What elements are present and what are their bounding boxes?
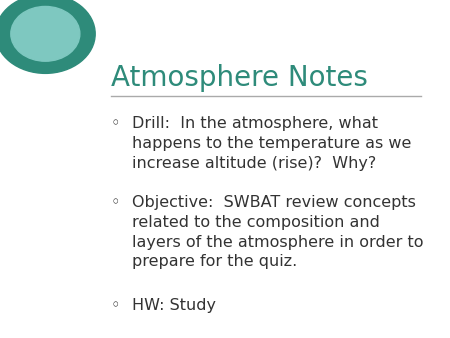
Circle shape bbox=[0, 0, 95, 73]
Text: HW: Study: HW: Study bbox=[131, 298, 216, 313]
Text: Atmosphere Notes: Atmosphere Notes bbox=[111, 64, 367, 92]
Text: ◦: ◦ bbox=[111, 195, 120, 210]
Circle shape bbox=[11, 6, 80, 61]
Text: Drill:  In the atmosphere, what
happens to the temperature as we
increase altitu: Drill: In the atmosphere, what happens t… bbox=[131, 116, 411, 171]
Text: ◦: ◦ bbox=[111, 116, 120, 131]
Text: ◦: ◦ bbox=[111, 298, 120, 313]
Text: Objective:  SWBAT review concepts
related to the composition and
layers of the a: Objective: SWBAT review concepts related… bbox=[131, 195, 423, 269]
